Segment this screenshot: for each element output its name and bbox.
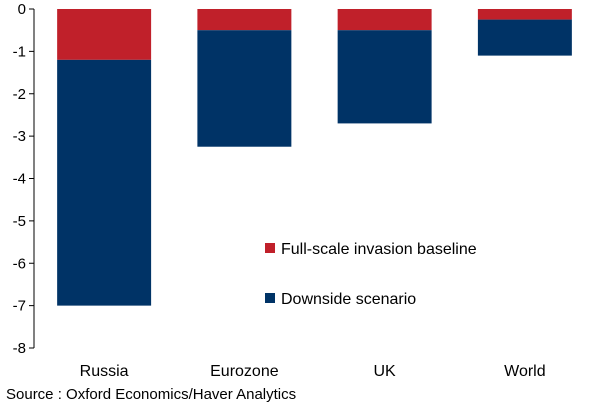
bars bbox=[57, 9, 572, 306]
y-tick-label: -7 bbox=[13, 298, 26, 315]
bar-world-series-1 bbox=[477, 19, 572, 56]
bar-uk-series-0 bbox=[337, 9, 432, 31]
x-axis-labels: Russia Eurozone UK World bbox=[80, 363, 546, 380]
y-tick-label: -2 bbox=[13, 86, 26, 103]
bar-uk-series-1 bbox=[337, 30, 432, 124]
y-tick-label: -1 bbox=[13, 43, 26, 60]
legend-swatch bbox=[265, 293, 275, 303]
legend-label: Full-scale invasion baseline bbox=[281, 241, 477, 258]
y-tick-label: -4 bbox=[13, 171, 26, 188]
y-tick-label: 0 bbox=[18, 1, 26, 18]
bar-eurozone-series-0 bbox=[197, 9, 292, 31]
bar-russia-series-0 bbox=[57, 9, 152, 60]
y-tick-label: -3 bbox=[13, 128, 26, 145]
bar-russia-series-1 bbox=[57, 59, 152, 306]
x-category-label: Russia bbox=[80, 363, 129, 380]
legend-swatch bbox=[265, 243, 275, 253]
x-category-label: Eurozone bbox=[210, 363, 279, 380]
y-axis-ticks: 0 -1 -2 -3 -4 -5 -6 -7 -8 bbox=[13, 1, 34, 357]
y-tick-label: -5 bbox=[13, 213, 26, 230]
bar-world-series-0 bbox=[477, 9, 572, 20]
legend: Full-scale invasion baseline Downside sce… bbox=[265, 241, 477, 308]
x-category-label: World bbox=[504, 363, 546, 380]
y-tick-label: -8 bbox=[13, 340, 26, 357]
bar-eurozone-series-1 bbox=[197, 30, 292, 147]
source-note: Source : Oxford Economics/Haver Analytic… bbox=[6, 386, 297, 403]
x-category-label: UK bbox=[374, 363, 397, 380]
y-tick-label: -6 bbox=[13, 255, 26, 272]
bar-chart: 0-1-2-3-4-5-6-7-8 Russia Eurozone UK World … bbox=[13, 1, 572, 380]
legend-label: Downside scenario bbox=[281, 291, 416, 308]
